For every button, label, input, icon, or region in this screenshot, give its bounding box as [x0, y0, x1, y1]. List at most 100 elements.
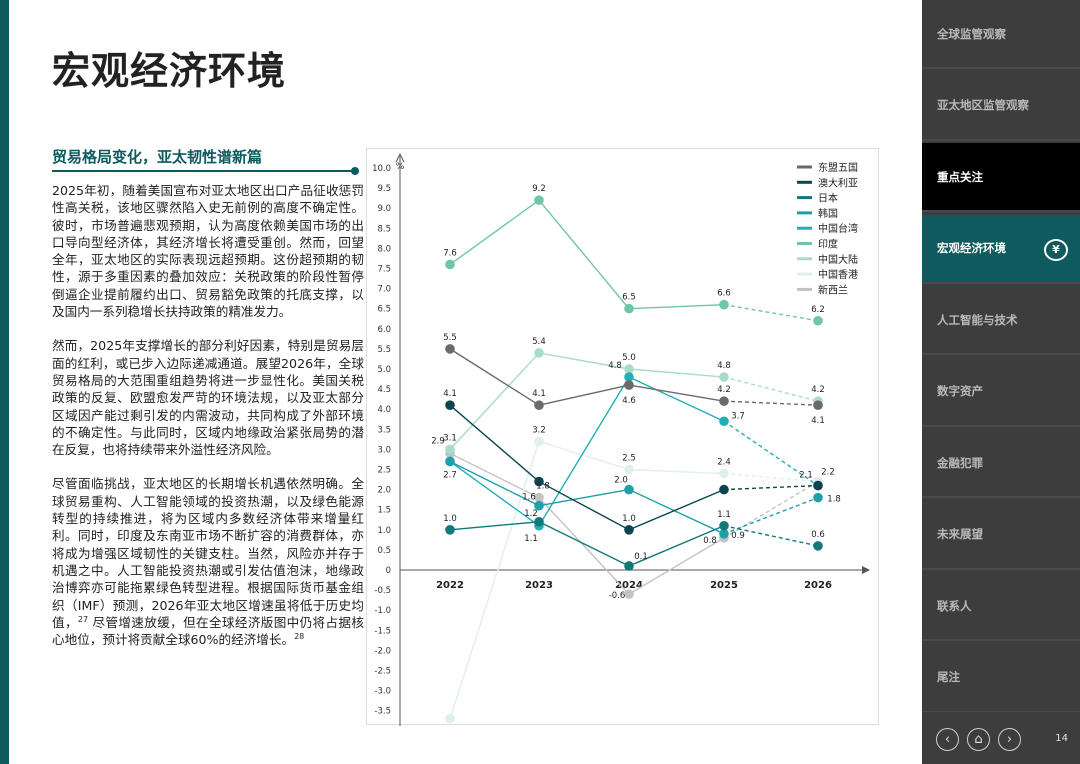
legend-entry: 中国台湾 [818, 222, 858, 235]
data-label: 4.2 [811, 385, 825, 395]
data-point [534, 500, 544, 511]
data-label: 0.9 [731, 531, 745, 541]
series-line-segment [628, 488, 725, 531]
sidebar-item-macro-economy[interactable]: 宏观经济环境 ¥ [922, 214, 1080, 284]
data-label: -0.6 [609, 591, 626, 601]
sidebar-item-apac-regulatory[interactable]: 亚太地区监管观察 [922, 72, 1080, 141]
data-label: 3.2 [532, 425, 546, 435]
series-line-segment [628, 376, 725, 422]
data-point [624, 303, 634, 314]
data-point [534, 436, 544, 447]
data-label: 1.6 [522, 493, 536, 503]
y-tick-label: 9.5 [377, 184, 391, 194]
data-point [445, 259, 455, 270]
sidebar-item-outlook[interactable]: 未来展望 [922, 501, 1080, 570]
sidebar-item-label: 重点关注 [937, 169, 983, 184]
data-label: 1.2 [524, 509, 538, 519]
y-tick-label: -2.0 [374, 646, 391, 656]
x-tick-label: 2022 [436, 580, 464, 591]
data-label: 4.1 [811, 416, 825, 426]
y-tick-label: 4.0 [377, 405, 391, 415]
x-tick-label: 2024 [615, 580, 643, 591]
data-label: 4.8 [608, 361, 622, 371]
footnote-ref[interactable]: 27 [77, 614, 89, 624]
series-line-segment [449, 352, 540, 450]
data-point [445, 456, 455, 467]
paragraph: 2025年初，随着美国宣布对亚太地区出口产品征收惩罚性高关税，该地区骤然陷入史无… [52, 183, 364, 320]
data-point [719, 396, 729, 406]
chevron-right-icon[interactable]: › [998, 728, 1021, 751]
x-tick-label: 2023 [525, 580, 553, 591]
left-accent-bar [0, 0, 9, 764]
home-icon[interactable]: ⌂ [967, 728, 990, 751]
data-point [534, 400, 544, 410]
sidebar-item-endnotes[interactable]: 尾注 [922, 644, 1080, 713]
data-label: 2.1 [799, 471, 813, 481]
data-point [813, 315, 823, 326]
y-tick-label: 9.0 [377, 204, 391, 214]
sidebar-item-financial-crime[interactable]: 金融犯罪 [922, 429, 1080, 498]
data-label: 4.2 [717, 385, 731, 395]
y-tick-label: 0 [386, 566, 391, 576]
data-point [624, 364, 634, 374]
y-tick-label: 1.5 [377, 506, 391, 516]
data-label: 5.5 [443, 333, 457, 343]
y-tick-label: 7.5 [377, 265, 391, 275]
legend-entry: 日本 [818, 192, 838, 205]
data-point [719, 372, 729, 382]
data-label: 2.4 [717, 458, 731, 468]
sidebar-item-contacts[interactable]: 联系人 [922, 572, 1080, 641]
chart-canvas: %-4.0-3.5-3.0-2.5-2.0-1.5-1.0-0.500.51.0… [372, 152, 870, 726]
sidebar-item-ai-technology[interactable]: 人工智能与技术 [922, 286, 1080, 355]
sidebar-item-digital-assets[interactable]: 数字资产 [922, 358, 1080, 427]
y-tick-label: 7.0 [377, 285, 391, 295]
sidebar-item-label: 人工智能与技术 [937, 312, 1018, 327]
legend-entry: 新西兰 [818, 283, 848, 296]
y-tick-label: 0.5 [377, 546, 391, 556]
data-label: 2.9 [431, 436, 445, 446]
data-label: 1.8 [827, 495, 841, 505]
y-tick-label: 2.5 [377, 466, 391, 476]
series-line-segment [538, 480, 630, 531]
data-label: 4.1 [532, 389, 546, 399]
y-tick-label: 4.5 [377, 385, 391, 395]
y-tick-label: -1.5 [374, 626, 391, 636]
chevron-left-icon[interactable]: ‹ [936, 728, 959, 751]
data-point [719, 520, 729, 531]
data-label: 2.5 [622, 454, 636, 464]
data-point [813, 400, 823, 410]
y-tick-label: -2.5 [374, 667, 391, 677]
data-point [624, 464, 634, 475]
series-line-segment [449, 460, 540, 507]
legend-entry: 东盟五国 [818, 161, 858, 174]
series-line-segment [723, 472, 819, 483]
data-label: 2.7 [443, 470, 457, 480]
data-point [445, 713, 455, 724]
series-line-segment [628, 384, 725, 402]
data-point [534, 195, 544, 205]
section-heading: 贸易格局变化，亚太韧性谱新篇 [52, 148, 263, 166]
data-label: 6.2 [811, 305, 825, 315]
sidebar-item-label: 联系人 [937, 598, 972, 613]
data-label: 1.1 [524, 534, 538, 544]
data-point [624, 372, 634, 382]
data-label: 3.7 [731, 411, 745, 421]
sidebar-item-global-regulatory[interactable]: 全球监管观察 [922, 0, 1080, 69]
data-point [719, 299, 729, 310]
data-point [813, 541, 823, 551]
data-point [534, 348, 544, 358]
series-line-segment [538, 497, 630, 595]
series-line-segment [449, 199, 540, 266]
data-point [813, 480, 823, 491]
article-body: 2025年初，随着美国宣布对亚太地区出口产品征收惩罚性高关税，该地区骤然陷入史无… [52, 182, 364, 665]
footnote-ref[interactable]: 28 [294, 631, 305, 641]
series-line-segment [723, 303, 819, 322]
series-line-segment [723, 525, 819, 547]
series-line-segment [449, 348, 540, 406]
sidebar-item-focus[interactable]: 重点关注 [922, 143, 1080, 212]
data-point [445, 525, 455, 535]
data-point [445, 400, 455, 410]
data-point [534, 476, 544, 487]
data-point [813, 492, 823, 503]
data-point [719, 484, 729, 495]
